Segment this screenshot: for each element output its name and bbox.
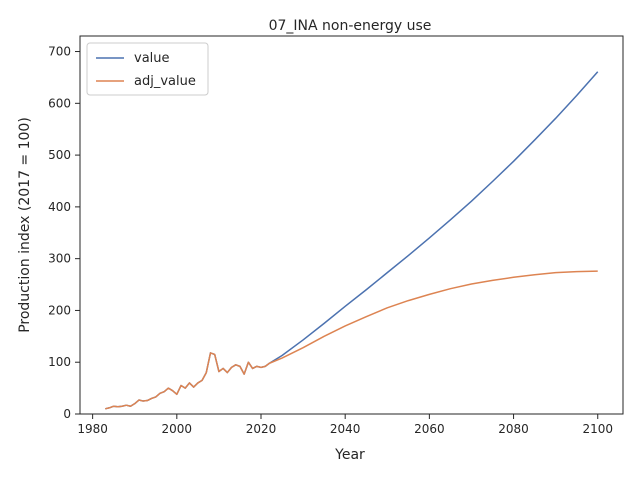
y-tick-label: 300 [48,252,71,266]
y-tick-label: 400 [48,200,71,214]
x-tick-label: 2060 [414,422,445,436]
y-tick-label: 0 [63,407,71,421]
x-tick-label: 2040 [330,422,361,436]
x-tick-label: 2000 [162,422,193,436]
legend-box [86,42,209,96]
x-tick-label: 2100 [582,422,613,436]
chart-title: 07_INA non-energy use [269,18,432,34]
y-tick-label: 600 [48,96,71,110]
series-line-adj-value [105,270,598,410]
y-tick-label: 200 [48,303,71,317]
legend: value adj_value [86,42,209,96]
y-axis: 0 100 200 300 400 500 600 700 [48,45,80,421]
x-axis: 1980 2000 2020 2040 2060 2080 2100 [77,414,613,436]
plot-frame [79,35,624,415]
legend-label-value: value [134,51,170,66]
x-tick-label: 1980 [77,422,108,436]
series-lines [105,71,599,410]
x-axis-label: Year [334,447,365,463]
y-tick-label: 500 [48,148,71,162]
y-tick-label: 700 [48,45,71,59]
legend-label-adj-value: adj_value [134,74,196,89]
x-tick-label: 2020 [246,422,277,436]
y-axis-label: Production index (2017 = 100) [17,117,33,333]
x-tick-label: 2080 [498,422,529,436]
y-tick-label: 100 [48,355,71,369]
plot-area: 1980 2000 2020 2040 2060 2080 2100 0 100 200 300 4… [48,35,624,436]
